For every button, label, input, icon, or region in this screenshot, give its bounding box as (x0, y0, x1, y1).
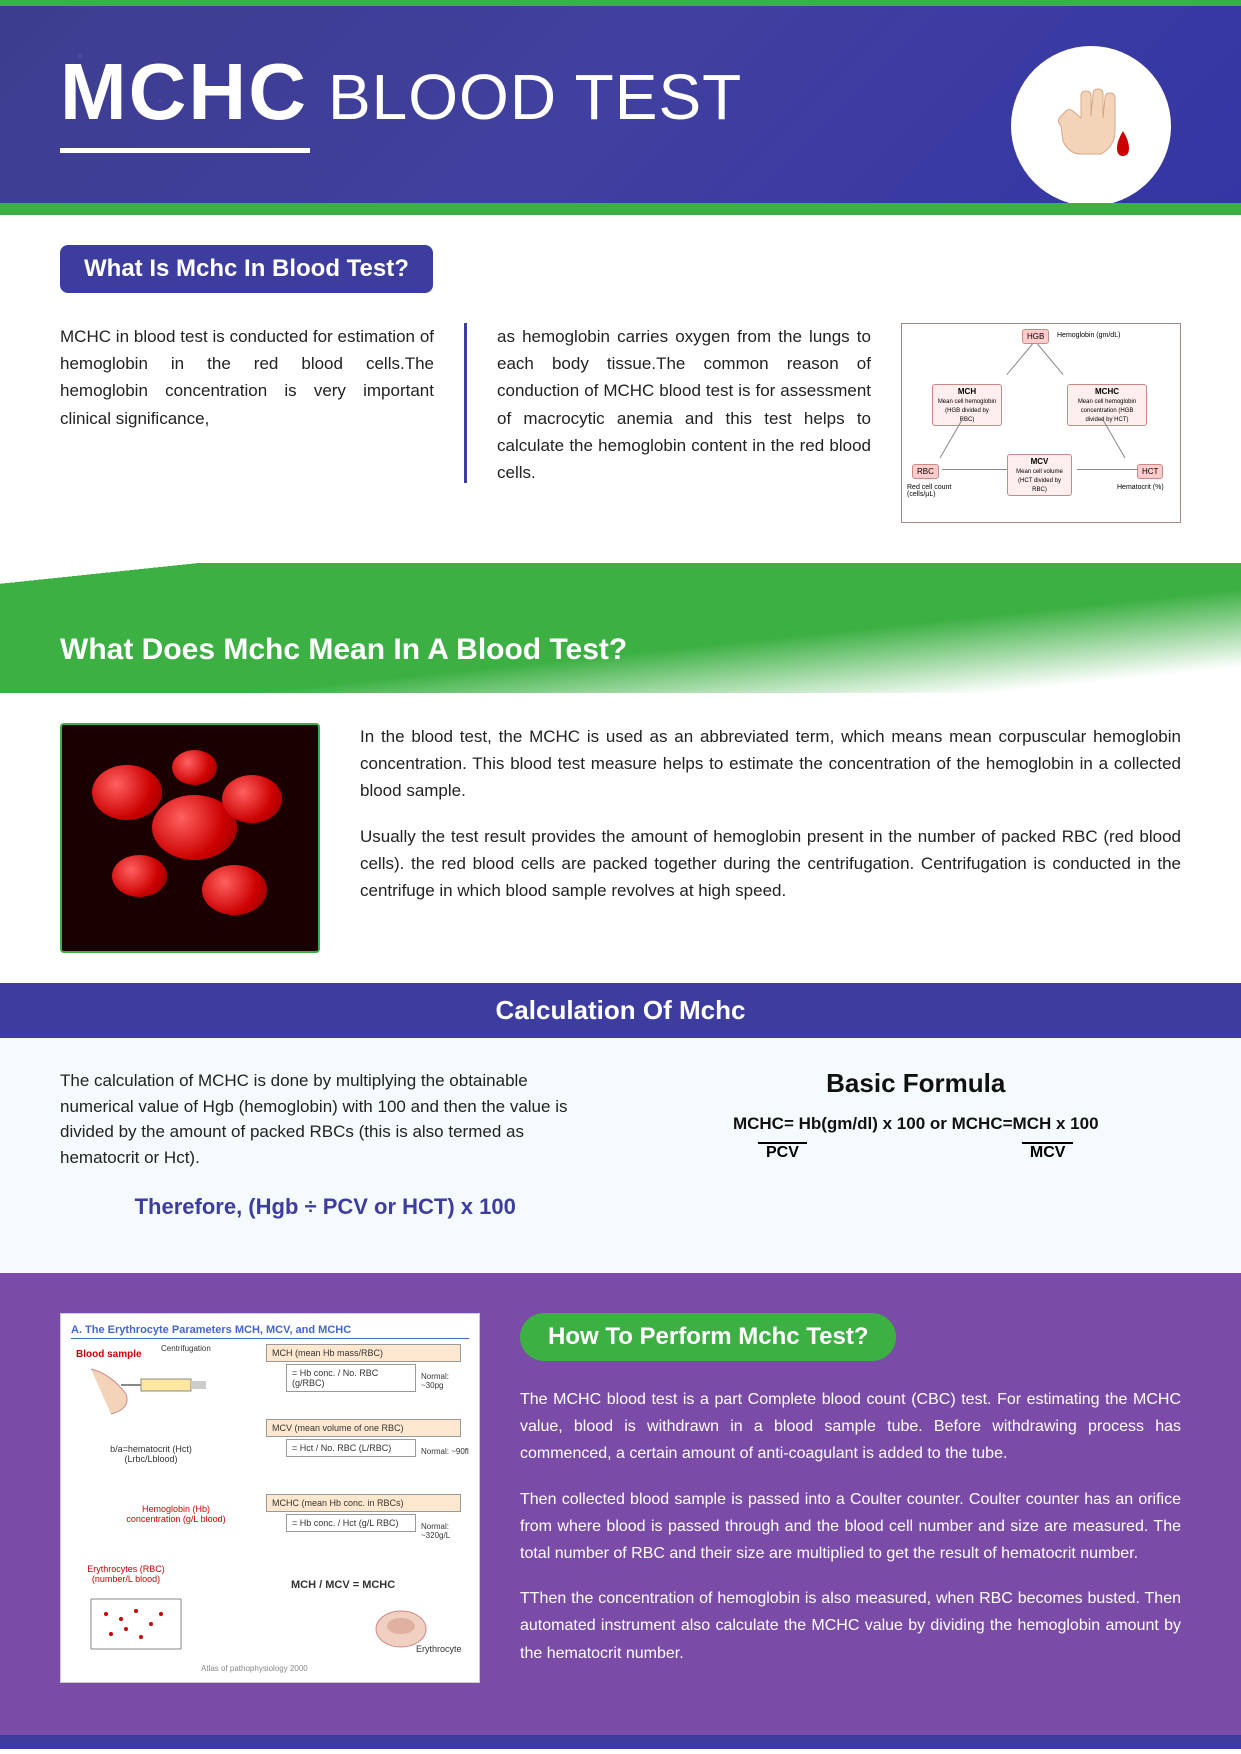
rbc-image (60, 723, 320, 953)
section1-col2: as hemoglobin carries oxygen from the lu… (497, 323, 871, 486)
section2-p2: Usually the test result provides the amo… (360, 823, 1181, 905)
section1-body: MCHC in blood test is conducted for esti… (60, 323, 1181, 523)
section2-body: In the blood test, the MCHC is used as a… (0, 693, 1241, 983)
d-hgb-conc: Hemoglobin (Hb) concentration (g/L blood… (116, 1504, 236, 1524)
section4-p2: Then collected blood sample is passed in… (520, 1486, 1181, 1568)
d-erythrocytes: Erythrocytes (RBC) (number/L blood) (71, 1564, 181, 1584)
relationship-diagram: HGB Hemoglobin (gm/dL) MCH Mean cell hem… (901, 323, 1181, 523)
counter-icon (81, 1589, 201, 1659)
section4-p1: The MCHC blood test is a part Complete b… (520, 1386, 1181, 1468)
section2-p1: In the blood test, the MCHC is used as a… (360, 723, 1181, 805)
denom2: MCV (1022, 1142, 1074, 1162)
calc-formula: Therefore, (Hgb ÷ PCV or HCT) x 100 (60, 1190, 591, 1223)
hand-blood-icon (1011, 46, 1171, 203)
node-hct: HCT (1137, 464, 1163, 479)
d-credit: Atlas of pathophysiology 2000 (201, 1664, 308, 1673)
d-mchc-normal: Normal: ~320g/L (421, 1522, 471, 1540)
section2-heading: What Does Mchc Mean In A Blood Test? (60, 593, 1181, 667)
syringe-icon (81, 1359, 211, 1439)
label-hct: Hematocrit (%) (1117, 484, 1164, 491)
d-hematocrit: b/a=hematocrit (Hct) (Lrbc/Lblood) (96, 1444, 206, 1464)
green-strip (0, 203, 1241, 215)
section4-content: How To Perform Mchc Test? The MCHC blood… (520, 1313, 1181, 1685)
page: MCHC BLOOD TEST What Is Mchc In Blood Te… (0, 0, 1241, 1749)
d-mch-label: MCH (mean Hb mass/RBC) (266, 1344, 461, 1362)
section-how-to-perform: A. The Erythrocyte Parameters MCH, MCV, … (0, 1273, 1241, 1735)
section1-col1: MCHC in blood test is conducted for esti… (60, 323, 434, 432)
procedure-diagram: A. The Erythrocyte Parameters MCH, MCV, … (60, 1313, 480, 1683)
calc-denoms: PCV MCV (651, 1142, 1182, 1162)
d-mch-formula: = Hb conc. / No. RBC (g/RBC) (286, 1364, 416, 1392)
calc-right: Basic Formula MCHC= Hb(gm/dl) x 100 or M… (651, 1068, 1182, 1223)
node-mch: MCH Mean cell hemoglobin (HGB divided by… (932, 384, 1002, 426)
node-mchc: MCHC Mean cell hemoglobin concentration … (1067, 384, 1147, 426)
label-rbc: Red cell count (cells/µL) (907, 484, 967, 498)
label-hgb: Hemoglobin (gm/dL) (1057, 332, 1120, 339)
diagram-title: A. The Erythrocyte Parameters MCH, MCV, … (71, 1324, 469, 1339)
title-bold: MCHC (60, 46, 308, 138)
section4-heading: How To Perform Mchc Test? (520, 1313, 896, 1361)
title-regular: BLOOD TEST (328, 60, 742, 134)
basic-formula-title: Basic Formula (651, 1068, 1182, 1099)
d-centrifugation: Centrifugation (161, 1344, 211, 1353)
d-mcv-normal: Normal: ~90fl (421, 1447, 471, 1456)
d-mchc-formula: = Hb conc. / Hct (g/L RBC) (286, 1514, 416, 1532)
header-underline (60, 148, 310, 153)
calculation-heading: Calculation Of Mchc (0, 983, 1241, 1038)
node-rbc: RBC (912, 464, 939, 479)
d-mcv-formula: = Hct / No. RBC (L/RBC) (286, 1439, 416, 1457)
d-erythrocyte: Erythrocyte (416, 1644, 462, 1654)
basic-formula: MCHC= Hb(gm/dl) x 100 or MCHC=MCH x 100 (651, 1114, 1182, 1134)
section4-p3: TThen the concentration of hemoglobin is… (520, 1585, 1181, 1667)
d-mcv-label: MCV (mean volume of one RBC) (266, 1419, 461, 1437)
header: MCHC BLOOD TEST (0, 0, 1241, 203)
node-mcv: MCV Mean cell volume (HCT divided by RBC… (1007, 454, 1072, 496)
section2-text: In the blood test, the MCHC is used as a… (360, 723, 1181, 922)
section4-text: The MCHC blood test is a part Complete b… (520, 1386, 1181, 1667)
d-mch-normal: Normal: ~30pg (421, 1372, 471, 1390)
section-what-does-mean: What Does Mchc Mean In A Blood Test? (0, 563, 1241, 693)
denom1: PCV (758, 1142, 807, 1162)
calc-left: The calculation of MCHC is done by multi… (60, 1068, 591, 1223)
calc-text: The calculation of MCHC is done by multi… (60, 1068, 591, 1170)
section-what-is: What Is Mchc In Blood Test? MCHC in bloo… (0, 215, 1241, 563)
d-mchc-label: MCHC (mean Hb conc. in RBCs) (266, 1494, 461, 1512)
node-hgb: HGB (1022, 329, 1049, 344)
calculation-body: The calculation of MCHC is done by multi… (0, 1038, 1241, 1273)
section1-divider (464, 323, 467, 483)
footer-bar (0, 1735, 1241, 1749)
d-bottom-formula: MCH / MCV = MCHC (291, 1579, 395, 1591)
section1-heading: What Is Mchc In Blood Test? (60, 245, 433, 293)
